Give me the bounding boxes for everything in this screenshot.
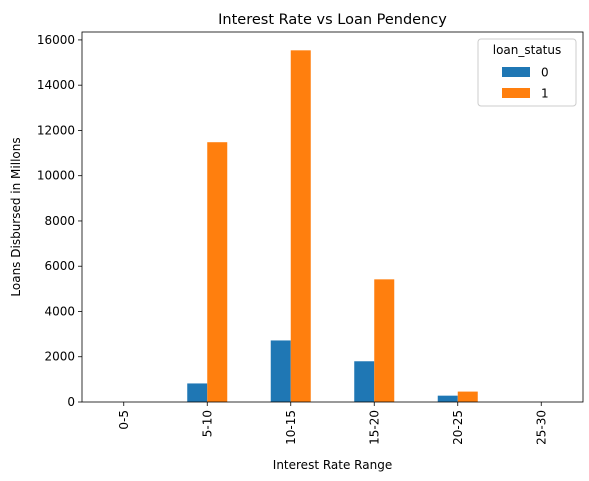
bar-15-20-status-1 — [374, 279, 394, 402]
bar-5-10-status-0 — [187, 383, 207, 402]
y-tick-label: 10000 — [37, 169, 75, 183]
legend-title: loan_status — [493, 43, 562, 57]
bar-10-15-status-0 — [271, 340, 291, 402]
x-tick-label: 10-15 — [284, 410, 298, 445]
y-tick-label: 12000 — [37, 123, 75, 137]
x-tick-label: 20-25 — [451, 410, 465, 445]
x-tick-label: 0-5 — [117, 410, 131, 430]
y-tick-label: 6000 — [44, 259, 75, 273]
x-tick-label: 15-20 — [367, 410, 381, 445]
chart-title: Interest Rate vs Loan Pendency — [218, 12, 447, 28]
y-tick-label: 2000 — [44, 350, 75, 364]
y-axis-label: Loans Disbursed in Millons — [9, 137, 23, 296]
bar-5-10-status-1 — [207, 142, 227, 402]
bar-20-25-status-1 — [458, 392, 478, 402]
y-tick-label: 16000 — [37, 33, 75, 47]
y-tick-label: 14000 — [37, 78, 75, 92]
bar-15-20-status-0 — [354, 361, 374, 402]
bar-20-25-status-0 — [438, 396, 458, 402]
x-tick-label: 5-10 — [200, 410, 214, 437]
y-tick-label: 0 — [67, 395, 75, 409]
bar-10-15-status-1 — [291, 50, 311, 402]
x-tick-label: 25-30 — [534, 410, 548, 445]
legend-swatch-0 — [502, 67, 530, 77]
y-tick-label: 4000 — [44, 304, 75, 318]
legend-swatch-1 — [502, 88, 530, 98]
y-tick-label: 8000 — [44, 214, 75, 228]
legend-label-0: 0 — [541, 66, 549, 80]
x-axis-label: Interest Rate Range — [273, 458, 392, 472]
legend: loan_status 0 1 — [478, 39, 576, 106]
legend-label-1: 1 — [541, 87, 549, 101]
